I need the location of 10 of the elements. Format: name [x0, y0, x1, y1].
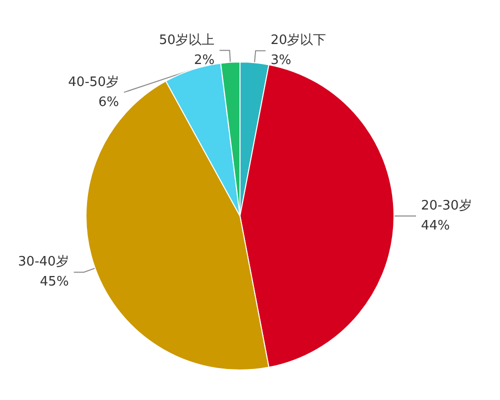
data-label: 3%: [270, 53, 292, 68]
slice-label: 40-50岁: [68, 74, 119, 90]
slice-label: 50岁以上: [159, 32, 215, 48]
slice-label: 20-30岁: [421, 198, 472, 214]
slice-label: 20岁以下: [270, 33, 326, 48]
slice-label: 30-40岁: [18, 254, 69, 270]
data-label: 45%: [40, 274, 69, 290]
data-label: 2%: [194, 52, 215, 68]
data-label: 44%: [421, 218, 450, 234]
data-label: 6%: [98, 94, 119, 110]
